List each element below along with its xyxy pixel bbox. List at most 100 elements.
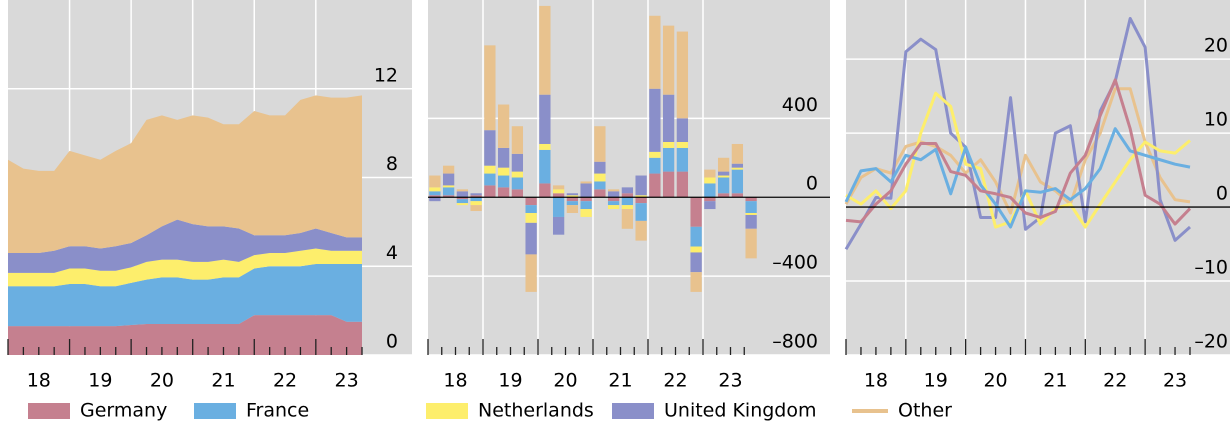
bar-segment: [676, 31, 689, 119]
bar-segment: [525, 205, 537, 213]
panel: –800 –400 0 400 18 19 20 21 22 23: [427, 0, 830, 392]
legend: Germany France Netherlands United Kingdo…: [28, 400, 952, 422]
bar-segment: [552, 189, 565, 194]
axes: –800 –400 0 400 18 19 20 21 22 23: [427, 94, 830, 392]
data: [844, 16, 1192, 251]
y-tick-label: 8: [386, 153, 398, 175]
area: [8, 315, 362, 355]
x-tick-label: 20: [983, 370, 1007, 392]
bar-segment: [662, 171, 675, 198]
bar-segment: [525, 222, 537, 255]
x-tick-label: 18: [864, 370, 888, 392]
axes: 0 4 8 12 18 19 20 21 22 23: [7, 64, 398, 392]
bar-segment: [580, 201, 592, 210]
bar-segment: [676, 147, 689, 172]
y-tick-label: 4: [386, 242, 398, 264]
bar-segment: [649, 15, 661, 89]
line: [844, 127, 1191, 229]
area: [8, 248, 362, 287]
bar-segment: [690, 246, 702, 253]
bar-segment: [497, 175, 510, 188]
legend-marker: [426, 403, 468, 419]
bar-segment: [429, 175, 441, 188]
bar-segment: [649, 151, 661, 158]
bar-segment: [717, 171, 730, 176]
bar-segment: [649, 88, 661, 152]
bar-segment: [635, 175, 647, 196]
bar-segment: [745, 213, 757, 215]
bar-segment: [552, 216, 565, 235]
bar-segment: [649, 173, 661, 198]
bar-segment: [497, 187, 510, 198]
bar-segment: [717, 157, 730, 172]
bar-segment: [456, 199, 469, 204]
data: [8, 95, 362, 355]
y-tick-label: 20: [1204, 35, 1228, 57]
bar-segment: [580, 181, 592, 184]
line: [844, 16, 1191, 251]
bar-segment: [442, 187, 455, 196]
bar-segment: [731, 169, 744, 194]
bar-segment: [594, 189, 606, 198]
y-tick-label: –10: [1194, 257, 1228, 279]
bar-segment: [704, 183, 716, 198]
bar-segment: [539, 183, 551, 198]
y-tick-label: 10: [1204, 109, 1228, 131]
bar-segment: [539, 5, 551, 95]
bar-segment: [552, 193, 565, 198]
bar-segment: [484, 130, 496, 166]
bar-segment: [731, 143, 744, 164]
bar-segment: [456, 203, 469, 206]
legend-label: United Kingdom: [664, 400, 817, 422]
x-tick-label: 22: [663, 370, 687, 392]
y-tick-label: 0: [1216, 183, 1228, 205]
bar-segment: [662, 94, 675, 142]
bar-segment: [662, 142, 675, 148]
bar-segment: [745, 201, 757, 213]
bar-segment: [566, 195, 579, 198]
bar-segment: [497, 147, 510, 168]
panel: –20 –10 0 10 20 18 19 20 21 22 23: [844, 0, 1230, 392]
bar-segment: [511, 189, 524, 198]
bar-segment: [539, 149, 551, 184]
axes: –20 –10 0 10 20 18 19 20 21 22 23: [845, 35, 1230, 392]
legend-marker: [194, 403, 236, 419]
bar-segment: [607, 201, 620, 206]
bar-segment: [731, 167, 744, 170]
area: [8, 264, 362, 327]
x-tick-label: 21: [211, 370, 235, 392]
legend-label: France: [246, 400, 309, 422]
bar-segment: [717, 193, 730, 198]
x-tick-label: 22: [1103, 370, 1127, 392]
bar-segment: [442, 195, 455, 198]
bar-segment: [484, 173, 496, 186]
bar-segment: [717, 177, 730, 194]
bar-segment: [731, 163, 744, 168]
bar-segment: [566, 201, 579, 206]
plots: 0 4 8 12 18 19 20 21 22 23 –800 –400 0 400 18 19 20 21 22 2…: [7, 0, 1230, 392]
legend-marker: [612, 403, 654, 419]
y-tick-label: 0: [806, 173, 818, 195]
bar-segment: [470, 195, 482, 198]
bar-segment: [745, 197, 757, 202]
y-tick-label: –400: [772, 252, 818, 274]
bar-segment: [607, 205, 620, 210]
bar-segment: [635, 197, 647, 204]
x-tick-label: 21: [608, 370, 632, 392]
data: [429, 5, 757, 292]
x-tick-label: 21: [1043, 370, 1067, 392]
y-tick-label: –20: [1194, 331, 1228, 353]
y-tick-label: 400: [782, 94, 818, 116]
x-tick-label: 18: [443, 370, 467, 392]
bar-segment: [470, 193, 482, 196]
bar-segment: [621, 193, 634, 198]
bar-segment: [539, 143, 551, 150]
bar-segment: [704, 201, 716, 210]
bar-segment: [484, 45, 496, 131]
bar-segment: [442, 185, 455, 188]
bar-segment: [635, 220, 647, 241]
bar-segment: [429, 195, 441, 198]
bar-segment: [456, 191, 469, 198]
bar-segment: [635, 203, 647, 221]
panel: 0 4 8 12 18 19 20 21 22 23: [7, 0, 412, 392]
